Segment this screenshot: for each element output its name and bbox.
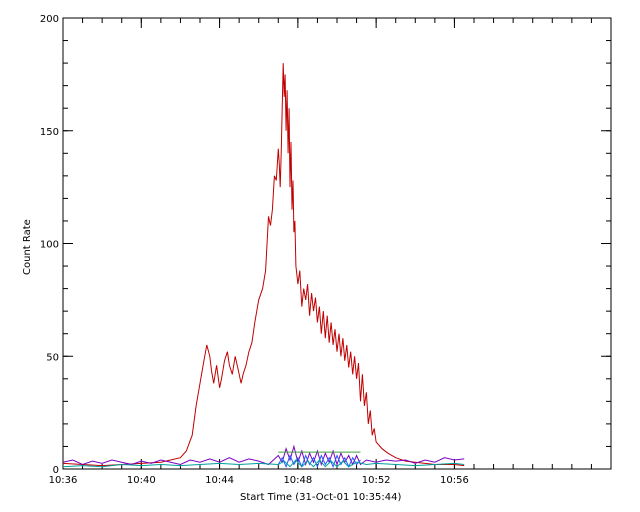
y-tick-label: 150 <box>40 127 59 138</box>
series-line-4 <box>62 459 465 468</box>
x-axis-label: Start Time (31-Oct-01 10:35:44) <box>240 492 401 503</box>
series-line-2 <box>62 444 465 467</box>
x-tick-label: 10:36 <box>49 475 78 486</box>
x-tick-label: 10:48 <box>283 475 312 486</box>
x-tick-label: 10:44 <box>205 475 234 486</box>
plot-frame <box>62 17 612 470</box>
x-tick-label: 10:52 <box>362 475 391 486</box>
x-tick-label: 10:56 <box>440 475 469 486</box>
y-tick-label: 100 <box>40 240 59 251</box>
y-tick-label: 50 <box>46 352 59 363</box>
tick-labels: 10:36 10:40 10:44 10:48 10:52 10:56 0 50 100 150 2… <box>40 14 469 486</box>
y-axis-label: Count Rate <box>22 219 33 275</box>
y-tick-label: 0 <box>53 465 59 476</box>
series-line-3 <box>277 454 361 469</box>
series-line-1 <box>62 63 465 467</box>
axis-ticks <box>62 17 612 470</box>
y-tick-label: 200 <box>40 14 59 25</box>
series-group <box>62 63 465 469</box>
x-tick-label: 10:40 <box>127 475 156 486</box>
